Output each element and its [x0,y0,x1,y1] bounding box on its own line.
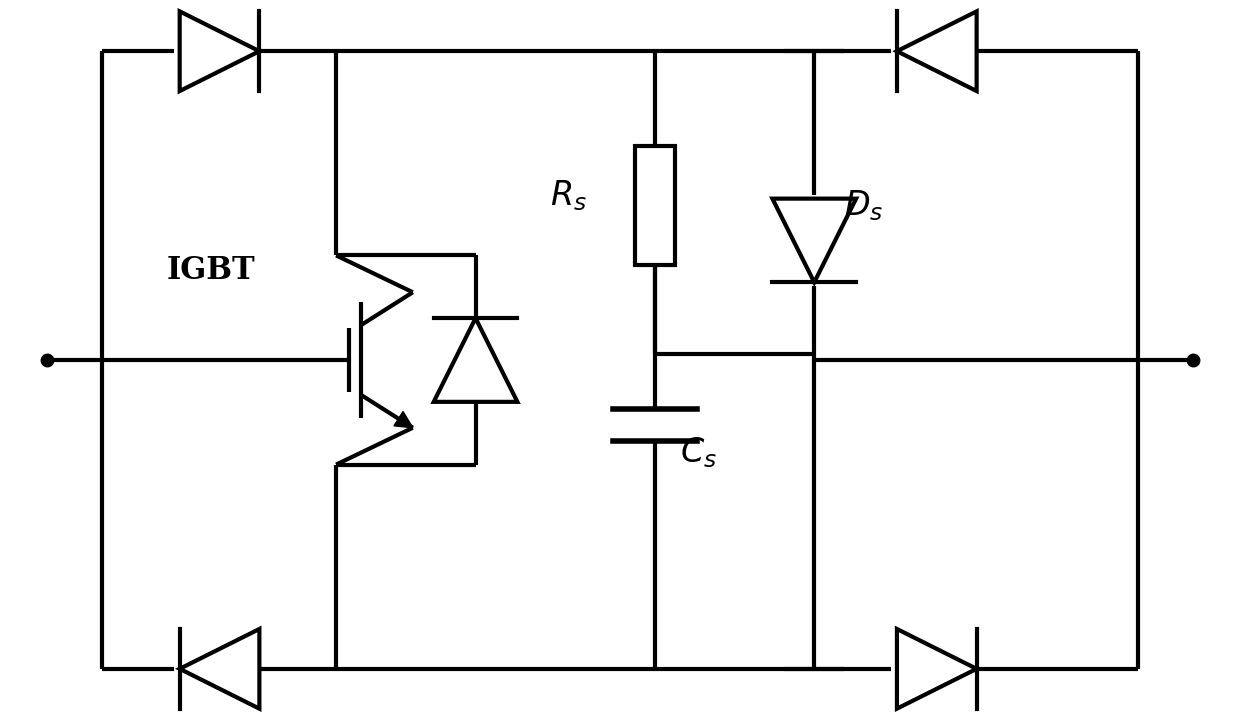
Text: $D_s$: $D_s$ [844,188,884,223]
Polygon shape [897,12,977,91]
Bar [635,146,675,265]
Polygon shape [773,199,856,282]
Text: $C_s$: $C_s$ [680,435,717,470]
Polygon shape [180,629,259,708]
Polygon shape [394,412,413,428]
Text: $R_s$: $R_s$ [551,178,588,213]
Polygon shape [180,12,259,91]
Text: IGBT: IGBT [166,255,255,286]
Polygon shape [434,318,517,402]
Polygon shape [897,629,977,708]
